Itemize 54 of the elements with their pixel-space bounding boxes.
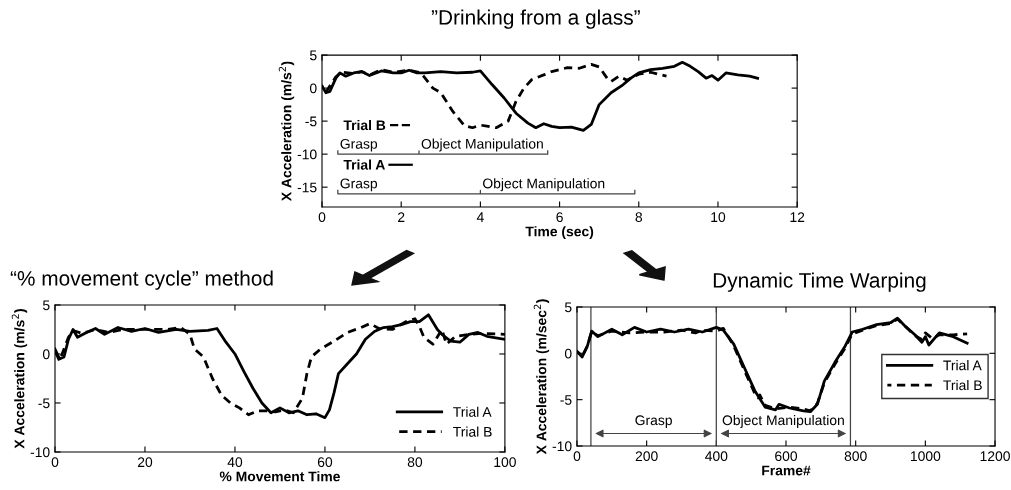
y-tick-label: -5 (305, 116, 317, 127)
y-tick-label: -10 (297, 149, 317, 160)
x-axis-title: Time (sec) (525, 226, 594, 240)
x-tick-label: 40 (227, 457, 243, 468)
legend-label: Trial B (343, 119, 386, 131)
y-tick-label: -5 (38, 398, 50, 409)
x-axis-title: Frame# (762, 465, 811, 476)
legend-label: Trial A (343, 159, 385, 170)
y-axis-title: X Acceleration (m/s$^{2}$) (278, 61, 295, 202)
chart-title: “% movement cycle” method (10, 270, 273, 290)
x-tick-label: 20 (137, 457, 153, 468)
annotation: Object Manipulation (421, 138, 543, 152)
y-tick-label: 0 (564, 348, 572, 359)
y-tick-label: -5 (560, 395, 572, 405)
x-tick-label: 8 (635, 212, 643, 223)
legend-label: Trial A (453, 406, 492, 417)
x-tick-label: 6 (556, 212, 563, 223)
y-tick-label: -15 (297, 182, 317, 193)
legend-label: Trial B (943, 379, 982, 391)
x-tick-label: 80 (407, 457, 423, 468)
annotation: Grasp (635, 415, 672, 428)
x-tick-label: 100 (494, 457, 516, 468)
x-tick-label: 600 (775, 451, 798, 462)
annotation: Object Manipulation (722, 414, 844, 428)
x-tick-label: 800 (844, 451, 867, 462)
x-tick-label: 12 (790, 212, 805, 222)
y-tick-label: 0 (42, 349, 50, 360)
y-tick-label: 5 (42, 300, 50, 311)
y-tick-label: 5 (309, 50, 317, 61)
annotation: Grasp (340, 178, 378, 192)
x-tick-label: 0 (318, 212, 326, 223)
y-axis-title: X Acceleration (m/sec$^{2}$) (533, 299, 550, 455)
y-tick-label: 0 (309, 83, 317, 94)
chart-title: Dynamic Time Warping (713, 272, 926, 292)
x-axis-title: % Movement Time (219, 471, 340, 482)
x-tick-label: 4 (476, 212, 484, 222)
y-axis-title: X Acceleration (m/s$^{2}$) (11, 309, 28, 449)
x-tick-label: 200 (635, 451, 658, 462)
x-tick-label: 60 (317, 457, 333, 468)
legend-label: Trial B (453, 426, 492, 437)
y-tick-label: -10 (30, 447, 50, 458)
x-tick-label: 0 (573, 451, 581, 462)
legend-label: Trial A (943, 360, 982, 371)
x-tick-label: 2 (398, 212, 405, 222)
x-tick-label: 400 (705, 451, 728, 462)
chart-title: ”Drinking from a glass” (431, 9, 640, 29)
y-tick-label: -10 (552, 441, 572, 452)
x-tick-label: 10 (711, 212, 726, 223)
x-tick-label: 1200 (980, 451, 1010, 462)
annotation: Object Manipulation (483, 178, 605, 192)
x-tick-label: 1000 (910, 451, 941, 462)
x-tick-label: 0 (51, 457, 59, 468)
annotation: Grasp (340, 138, 378, 152)
y-tick-label: 5 (564, 302, 572, 313)
